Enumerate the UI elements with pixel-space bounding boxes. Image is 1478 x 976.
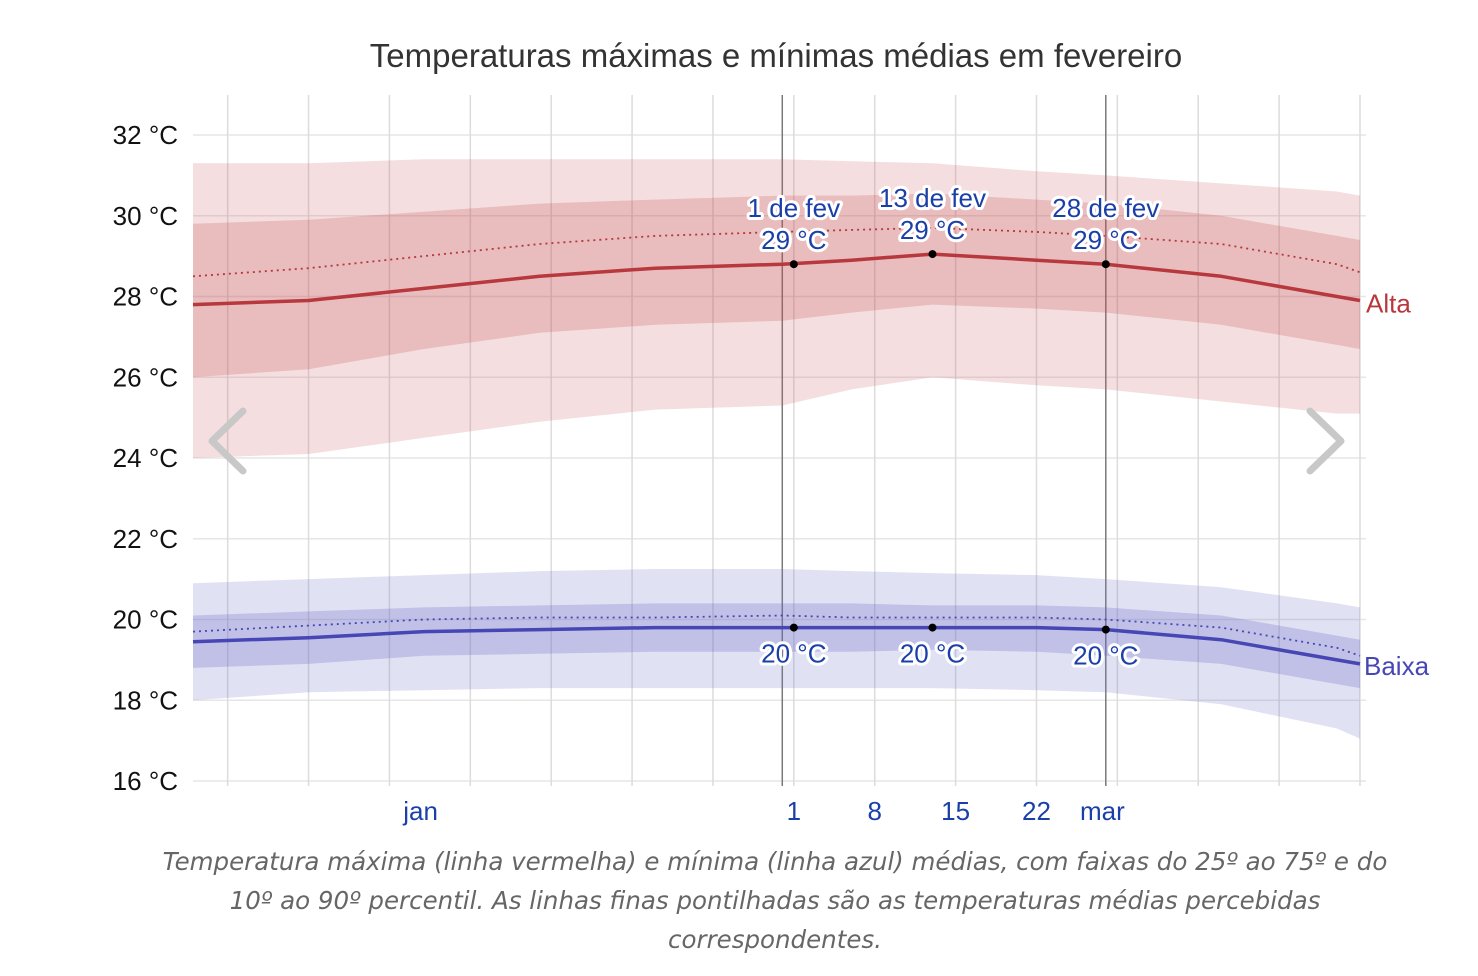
- x-week-label: 22: [1022, 796, 1051, 826]
- y-tick-label: 26 °C: [113, 362, 178, 392]
- annotation-point-high: [1101, 260, 1110, 269]
- x-month-label: jan: [402, 796, 438, 826]
- chart-caption: Temperatura máxima (linha vermelha) e mí…: [162, 847, 1388, 954]
- band-p25-p75-low: [193, 603, 1360, 689]
- temperature-chart: Temperaturas máximas e mínimas médias em…: [113, 37, 1430, 826]
- y-tick-label: 24 °C: [113, 443, 178, 473]
- annotation-date-label: 1 de fev: [748, 193, 841, 223]
- annotation-point-low: [1101, 625, 1110, 634]
- band-p25-p75-high: [193, 193, 1360, 378]
- next-period-button[interactable]: [1300, 400, 1352, 484]
- y-tick-label: 28 °C: [113, 282, 178, 312]
- annotation-point-low: [789, 623, 798, 632]
- mean-line-high: [192, 252, 1361, 307]
- chevron-left-icon: [208, 407, 247, 475]
- x-week-label: 1: [787, 796, 801, 826]
- y-tick-label: 22 °C: [113, 524, 178, 554]
- annotation-point-high: [928, 250, 937, 259]
- axes: 16 °C 18 °C 20 °C 22 °C 24 °C 26 °C 28 °C 30 °C…: [113, 120, 1125, 826]
- y-tick-label: 18 °C: [113, 685, 178, 715]
- prev-period-button[interactable]: [200, 400, 252, 484]
- annotation-high-value: 29 °C: [1073, 225, 1138, 255]
- y-tick-label: 30 °C: [113, 201, 178, 231]
- chart-title: Temperaturas máximas e mínimas médias em…: [370, 37, 1182, 74]
- annotation-point-low: [928, 623, 937, 632]
- band-p10-p90-low: [193, 569, 1360, 739]
- series-label-high: Alta: [1366, 289, 1411, 319]
- y-tick-label: 16 °C: [113, 766, 178, 796]
- annotation-point-high: [789, 260, 798, 269]
- grid: [193, 95, 1366, 786]
- chevron-right-icon: [1306, 407, 1345, 475]
- annotation-low-value: 20 °C: [761, 639, 826, 669]
- annotation-high-value: 29 °C: [761, 225, 826, 255]
- x-week-label: 8: [867, 796, 881, 826]
- y-tick-label: 20 °C: [113, 605, 178, 635]
- annotation-date-label: 13 de fev: [879, 183, 986, 213]
- annotation-date-label: 28 de fev: [1052, 193, 1159, 223]
- annotation-high-value: 29 °C: [900, 215, 965, 245]
- x-week-label: 15: [941, 796, 970, 826]
- series-label-low: Baixa: [1364, 651, 1430, 681]
- x-month-label: mar: [1080, 796, 1125, 826]
- annotation-low-value: 20 °C: [1073, 641, 1138, 671]
- series-lines: Alta Baixa: [192, 226, 1430, 681]
- annotation-low-value: 20 °C: [900, 639, 965, 669]
- feels-like-line-high: [192, 226, 1361, 278]
- y-tick-label: 32 °C: [113, 120, 178, 150]
- mean-line-low: [192, 625, 1361, 666]
